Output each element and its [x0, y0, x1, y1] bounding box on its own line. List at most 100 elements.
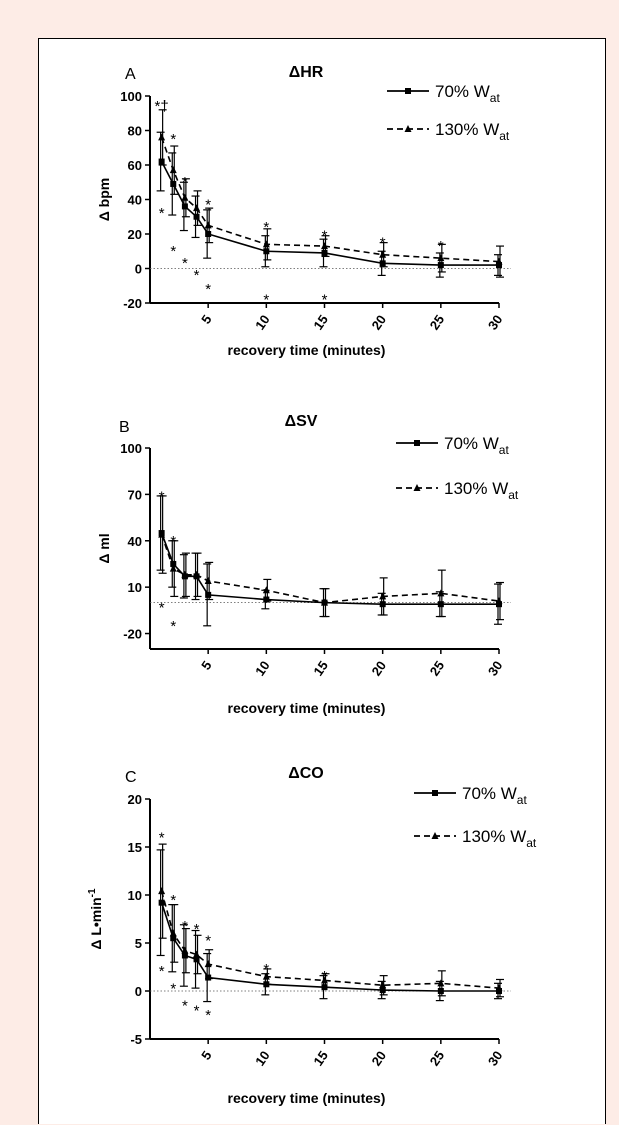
legend-label-text: 130% W	[435, 120, 499, 139]
series-line-solid	[160, 161, 499, 266]
legend-marker-square	[414, 440, 420, 446]
legend-label-text: 70% W	[462, 784, 517, 803]
significance-marker: *	[438, 238, 444, 255]
data-point-square	[379, 601, 386, 608]
panel-letter: C	[125, 769, 137, 786]
series-line-dashed	[160, 534, 500, 604]
data-point-square	[205, 231, 212, 237]
data-point-triangle	[379, 250, 387, 258]
significance-marker: *	[182, 255, 188, 272]
chart-title: ΔHR	[289, 64, 324, 81]
y-axis-title-superscript: -1	[87, 888, 98, 897]
data-point-square	[263, 596, 270, 603]
y-tick-label: 20	[128, 227, 142, 242]
legend-label: 70% Wat	[462, 784, 527, 807]
data-point-triangle	[495, 984, 503, 992]
x-tick-label: 15	[310, 658, 331, 678]
y-tick-label: 5	[135, 936, 142, 951]
significance-marker: *	[322, 291, 328, 308]
significance-marker: *	[170, 980, 176, 997]
legend-label-text: 130% W	[444, 479, 508, 498]
x-tick-label: 10	[252, 658, 273, 678]
x-axis-title: recovery time (minutes)	[228, 342, 386, 358]
legend-marker-triangle	[404, 125, 412, 132]
legend-label-subscript: at	[526, 836, 537, 850]
significance-marker: *	[194, 267, 200, 284]
legend-label: 130% Wat	[462, 827, 537, 850]
data-point-triangle	[262, 240, 270, 248]
data-point-triangle	[193, 950, 201, 958]
data-point-square	[158, 158, 165, 165]
data-point-triangle	[495, 257, 503, 265]
significance-marker: *	[380, 234, 386, 251]
legend-marker-triangle	[413, 484, 421, 491]
legend-label-text: 130% W	[462, 827, 526, 846]
y-axis-title: Δ ml	[96, 533, 112, 563]
legend-label-subscript: at	[499, 129, 510, 143]
significance-marker: *	[159, 205, 165, 222]
data-point-triangle	[181, 570, 189, 578]
y-tick-label: -20	[123, 627, 142, 642]
data-point-triangle	[169, 564, 177, 572]
data-point-square	[437, 601, 444, 608]
x-tick-label: 30	[485, 658, 506, 678]
data-point-triangle	[193, 570, 201, 578]
data-point-triangle	[321, 598, 328, 606]
x-tick-label: 25	[427, 658, 448, 678]
data-point-triangle	[158, 133, 166, 141]
significance-marker: *	[205, 1007, 211, 1024]
significance-marker: *	[159, 963, 165, 980]
data-point-triangle	[169, 929, 177, 937]
significance-marker: *	[170, 618, 176, 635]
legend-label-subscript: at	[490, 91, 501, 105]
significance-marker: *	[170, 533, 176, 550]
y-tick-label: 15	[128, 840, 142, 855]
panel-letter: B	[119, 419, 130, 436]
significance-marker: *	[182, 998, 188, 1015]
x-tick-label: 5	[198, 1048, 214, 1063]
y-tick-label: 40	[128, 534, 142, 549]
x-tick-label: 10	[252, 312, 273, 332]
data-point-square	[158, 899, 165, 906]
significance-marker: *	[194, 1002, 200, 1019]
significance-marker: *	[159, 830, 165, 847]
data-point-square	[379, 987, 386, 994]
x-tick-label: 5	[198, 312, 214, 327]
x-tick-label: 20	[369, 658, 390, 678]
series-line-solid	[160, 902, 499, 992]
chart-title: ΔSV	[285, 413, 318, 430]
y-axis-title: Δ L•min-1	[87, 888, 104, 950]
data-point-square	[496, 262, 502, 269]
data-point-triangle	[181, 193, 189, 201]
legend-label-text: 70% W	[444, 434, 499, 453]
significance-marker: *	[205, 932, 211, 949]
significance-marker: *	[182, 174, 188, 191]
series-line-dashed	[160, 137, 500, 263]
data-point-triangle	[262, 972, 270, 980]
x-axis-title: recovery time (minutes)	[228, 1090, 386, 1106]
x-tick-label: 20	[369, 312, 390, 332]
legend-label: 130% Wat	[444, 479, 519, 502]
x-tick-label: 5	[198, 658, 214, 673]
x-tick-label: 10	[252, 1048, 273, 1068]
y-tick-label: 20	[128, 792, 142, 807]
significance-marker: *	[322, 968, 328, 985]
y-tick-label: -20	[123, 296, 142, 311]
data-point-square	[181, 952, 188, 959]
figure-frame: A ΔHR 100 80 60 40 20 0 -20 5 10 15 20 25 30 recovery t…	[38, 38, 606, 1124]
y-tick-label: 100	[120, 441, 142, 456]
legend-label-subscript: at	[499, 443, 510, 457]
data-point-triangle	[321, 242, 328, 250]
y-tick-label: 0	[135, 262, 142, 277]
panel-letter: A	[125, 66, 136, 83]
data-point-triangle	[181, 946, 189, 954]
x-tick-label: 20	[369, 1048, 390, 1068]
x-tick-label: 15	[310, 312, 331, 332]
legend-marker-triangle	[431, 832, 439, 839]
y-axis-title-text: Δ bpm	[96, 178, 112, 222]
legend-label: 70% Wat	[444, 434, 509, 457]
y-axis-title: Δ bpm	[96, 178, 112, 222]
y-axis-title-text: Δ ml	[96, 533, 112, 563]
significance-marker: *	[205, 197, 211, 214]
